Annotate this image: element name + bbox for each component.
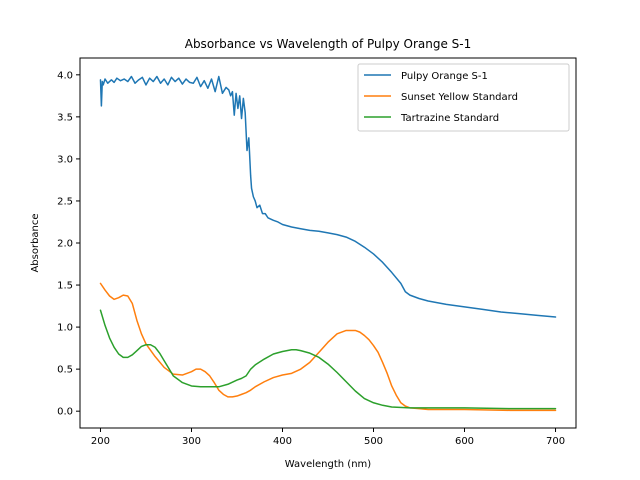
chart-title: Absorbance vs Wavelength of Pulpy Orange…	[185, 37, 472, 51]
y-tick-label-2: 1.0	[57, 323, 73, 334]
x-tick-label-3: 500	[364, 436, 383, 447]
x-axis-title: Wavelength (nm)	[285, 459, 371, 470]
legend-label-0: Pulpy Orange S-1	[401, 71, 488, 82]
y-tick-label-8: 4.0	[57, 70, 73, 81]
x-tick-label-0: 200	[91, 436, 110, 447]
legend-label-2: Tartrazine Standard	[400, 113, 499, 124]
series-line-2	[99, 309, 557, 410]
y-tick-label-1: 0.5	[57, 365, 73, 376]
series-line-0	[99, 75, 557, 318]
series-layer	[99, 75, 557, 412]
y-tick-label-7: 3.5	[57, 112, 73, 123]
x-axis: 200 300 400 500 600 700	[91, 428, 565, 447]
y-tick-label-3: 1.5	[57, 281, 73, 292]
legend-box	[357, 63, 570, 132]
x-tick-label-4: 600	[455, 436, 474, 447]
y-axis: 0.0 0.5 1.0 1.5 2.0 2.5 3.0 3.5 4.0	[57, 70, 80, 418]
y-tick-label-5: 2.5	[57, 196, 73, 207]
y-tick-label-4: 2.0	[57, 239, 73, 250]
legend-label-1: Sunset Yellow Standard	[401, 92, 518, 103]
x-tick-label-2: 400	[273, 436, 292, 447]
y-axis-title: Absorbance	[30, 213, 41, 272]
y-tick-label-0: 0.0	[57, 407, 73, 418]
legend: Pulpy Orange S-1 Sunset Yellow Standard Ta…	[357, 63, 570, 132]
series-line-1	[99, 282, 557, 412]
y-tick-label-6: 3.0	[57, 154, 73, 165]
x-tick-label-1: 300	[182, 436, 201, 447]
x-tick-label-5: 700	[546, 436, 565, 447]
